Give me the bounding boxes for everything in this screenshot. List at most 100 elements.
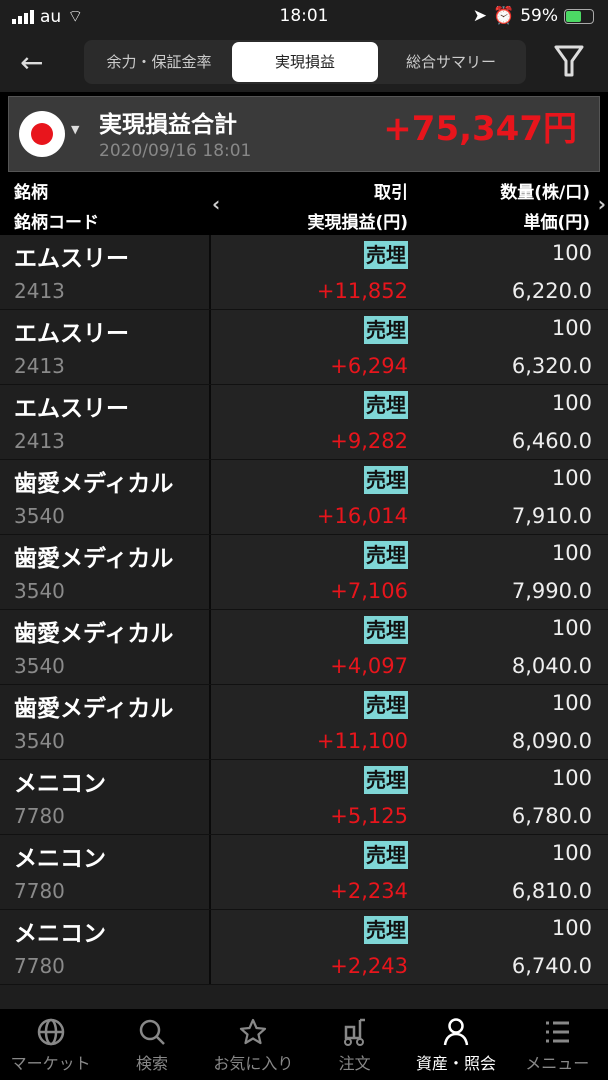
stock-name: メニコン [14,846,106,872]
realized-pl: +5,125 [330,804,408,828]
trade-badge: 売埋 [364,466,408,494]
arrow-left-icon: ← [20,46,44,79]
table-row[interactable]: エムスリー 2413 売埋 +11,852 100 6,220.0 [0,235,608,310]
row-left: メニコン 7780 [0,835,211,909]
unit-price: 6,460.0 [511,429,592,453]
currency-flag-japan[interactable] [19,111,65,157]
scroll-right-icon[interactable]: › [597,192,606,216]
quantity: 100 [551,466,592,490]
row-left: 歯愛メディカル 3540 [0,685,211,759]
back-button[interactable]: ← [20,46,43,79]
star-icon [240,1018,267,1045]
tab-search[interactable]: 検索 [101,1009,202,1080]
scroll-left-icon[interactable]: ‹ [212,192,221,216]
trade-badge: 売埋 [364,316,408,344]
row-left: エムスリー 2413 [0,235,211,309]
header-trade: 取引 [374,183,408,203]
quantity: 100 [551,241,592,265]
table-row[interactable]: メニコン 7780 売埋 +2,243 100 6,740.0 [0,910,608,985]
unit-price: 6,220.0 [511,279,592,303]
tab-menu[interactable]: メニュー [507,1009,608,1080]
battery-icon [564,8,594,24]
filter-button[interactable] [554,44,584,82]
stock-code: 2413 [14,354,65,378]
tab-summary[interactable]: 総合サマリー [405,53,496,71]
quantity: 100 [551,541,592,565]
table-body: エムスリー 2413 売埋 +11,852 100 6,220.0 エムスリー 241… [0,235,608,985]
tab-globe[interactable]: マーケット [0,1009,101,1080]
quantity: 100 [551,391,592,415]
tab-label: お気に入り [213,1054,294,1073]
quantity: 100 [551,916,592,940]
wifi-icon: ⌔ [67,7,84,27]
table-row[interactable]: メニコン 7780 売埋 +5,125 100 6,780.0 [0,760,608,835]
stock-code: 3540 [14,504,65,528]
unit-price: 8,040.0 [511,654,592,678]
summary-total: +75,347円 [383,109,577,149]
bottom-tab-bar: マーケット 検索 お気に入り 注文 資産・照会 メニュー [0,1009,608,1080]
unit-price: 6,740.0 [511,954,592,978]
row-left: 歯愛メディカル 3540 [0,535,211,609]
stock-name: メニコン [14,771,106,797]
stock-code: 3540 [14,654,65,678]
unit-price: 6,780.0 [511,804,592,828]
quantity: 100 [551,841,592,865]
stock-code: 7780 [14,954,65,978]
table-row[interactable]: 歯愛メディカル 3540 売埋 +11,100 100 8,090.0 [0,685,608,760]
nav-bar: ← 余力・保証金率 実現損益 総合サマリー [0,34,608,92]
tab-label: 注文 [338,1054,371,1073]
stock-name: エムスリー [14,396,129,422]
realized-pl: +7,106 [330,579,408,603]
segmented-tabs: 余力・保証金率 実現損益 総合サマリー [84,40,526,84]
unit-price: 8,090.0 [511,729,592,753]
stock-name: 歯愛メディカル [14,546,174,572]
row-left: メニコン 7780 [0,910,211,984]
table-row[interactable]: メニコン 7780 売埋 +2,234 100 6,810.0 [0,835,608,910]
row-left: メニコン 7780 [0,760,211,834]
realized-pl: +11,100 [316,729,408,753]
unit-price: 6,810.0 [511,879,592,903]
tab-label: マーケット [10,1054,91,1073]
table-row[interactable]: エムスリー 2413 売埋 +9,282 100 6,460.0 [0,385,608,460]
table-row[interactable]: エムスリー 2413 売埋 +6,294 100 6,320.0 [0,310,608,385]
stock-name: エムスリー [14,321,129,347]
list-footer [0,985,608,1009]
realized-pl: +16,014 [316,504,408,528]
trade-badge: 売埋 [364,391,408,419]
filter-icon [554,45,584,77]
tab-cart[interactable]: 注文 [304,1009,405,1080]
location-icon: ➤ [472,6,488,26]
row-left: 歯愛メディカル 3540 [0,610,211,684]
caret-down-icon[interactable]: ▼ [71,123,80,136]
quantity: 100 [551,691,592,715]
cart-icon [343,1018,365,1046]
realized-pl: +2,234 [330,879,408,903]
table-row[interactable]: 歯愛メディカル 3540 売埋 +16,014 100 7,910.0 [0,460,608,535]
stock-name: 歯愛メディカル [14,621,174,647]
globe-icon [37,1018,64,1046]
unit-price: 7,910.0 [511,504,592,528]
table-row[interactable]: 歯愛メディカル 3540 売埋 +7,106 100 7,990.0 [0,535,608,610]
stock-name: 歯愛メディカル [14,471,174,497]
tab-realized-pl[interactable]: 実現損益 [232,42,378,82]
realized-pl: +4,097 [330,654,408,678]
tab-star[interactable]: お気に入り [203,1009,304,1080]
tab-margin[interactable]: 余力・保証金率 [106,53,212,71]
row-left: エムスリー 2413 [0,310,211,384]
stock-name: エムスリー [14,246,129,272]
table-row[interactable]: 歯愛メディカル 3540 売埋 +4,097 100 8,040.0 [0,610,608,685]
signal-icon [12,9,34,24]
header-pl: 実現損益(円) [307,213,408,233]
status-bar: au ⌔ 18:01 ➤ ⏰ 59% [0,0,608,34]
stock-name: メニコン [14,921,106,947]
trade-badge: 売埋 [364,541,408,569]
tab-person[interactable]: 資産・照会 [405,1009,506,1080]
row-left: 歯愛メディカル 3540 [0,460,211,534]
realized-pl: +6,294 [330,354,408,378]
trade-badge: 売埋 [364,766,408,794]
clock: 18:01 [279,6,329,26]
trade-badge: 売埋 [364,616,408,644]
trade-badge: 売埋 [364,841,408,869]
stock-code: 3540 [14,729,65,753]
menu-icon [546,1021,570,1043]
